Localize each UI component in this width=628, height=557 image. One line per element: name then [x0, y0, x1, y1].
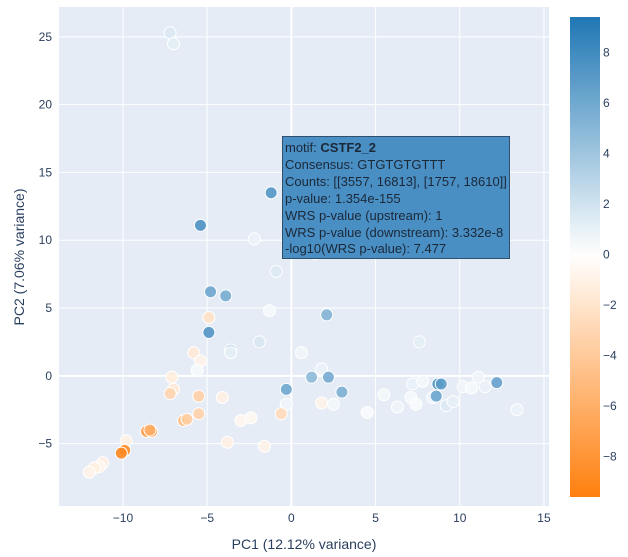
scatter-point[interactable]	[269, 264, 283, 278]
y-tick-label: 10	[39, 233, 53, 247]
x-axis-ticks: −10 −5 0 5 10 15	[113, 511, 551, 525]
scatter-point[interactable]	[165, 370, 179, 384]
hover-tooltip: motif: CSTF2_2 Consensus: GTGTGTGTTT Cou…	[282, 136, 510, 259]
scatter-point[interactable]	[360, 405, 374, 419]
scatter-point[interactable]	[264, 186, 278, 200]
scatter-points[interactable]	[82, 26, 524, 479]
scatter-point[interactable]	[114, 446, 128, 460]
tooltip-motif-row: motif: CSTF2_2	[285, 140, 507, 157]
scatter-point[interactable]	[412, 335, 426, 349]
scatter-point[interactable]	[202, 311, 216, 325]
x-tick-label: −5	[200, 511, 214, 525]
scatter-point[interactable]	[224, 346, 238, 360]
colorbar-tick-label: −8	[603, 450, 617, 464]
y-axis-title: PC2 (7.06% variance)	[11, 189, 27, 326]
scatter-point[interactable]	[220, 435, 234, 449]
colorbar-ticks: 8 6 4 2 0 −2 −4 −6 −8	[603, 45, 617, 463]
x-tick-label: 15	[537, 511, 551, 525]
colorbar-tick-label: 4	[603, 146, 610, 160]
y-tick-label: 20	[39, 98, 53, 112]
scatter-point[interactable]	[416, 374, 430, 388]
y-tick-label: 0	[45, 369, 52, 383]
scatter-point[interactable]	[321, 370, 335, 384]
colorbar-tick-label: 0	[603, 247, 610, 261]
tooltip-counts: Counts: [[3557, 16813], [1757, 18610]]	[285, 173, 507, 189]
colorbar-tick-label: −2	[603, 298, 617, 312]
scatter-point[interactable]	[335, 385, 349, 399]
scatter-point[interactable]	[202, 325, 216, 339]
scatter-point[interactable]	[193, 218, 207, 232]
colorbar-tick-label: −6	[603, 399, 617, 413]
x-tick-label: 10	[453, 511, 467, 525]
x-tick-label: 0	[288, 511, 295, 525]
scatter-point[interactable]	[192, 407, 206, 421]
tooltip-wrs-downstream: WRS p-value (downstream): 3.332e-8	[285, 224, 504, 240]
colorbar-tick-label: −4	[603, 349, 617, 363]
scatter-point[interactable]	[192, 389, 206, 403]
scatter-point[interactable]	[465, 381, 479, 395]
y-axis-ticks: −5 0 5 10 15 20 25	[38, 30, 52, 451]
tooltip-neg-log10: -log10(WRS p-value): 7.477	[285, 241, 447, 257]
scatter-point[interactable]	[471, 370, 485, 384]
colorbar-tick-label: 2	[603, 197, 610, 211]
scatter-point[interactable]	[446, 395, 460, 409]
y-tick-label: −5	[38, 437, 52, 451]
scatter-point[interactable]	[163, 26, 177, 40]
tooltip-motif-prefix: motif:	[285, 140, 321, 155]
scatter-point[interactable]	[252, 335, 266, 349]
scatter-point[interactable]	[315, 396, 329, 410]
scatter-point[interactable]	[294, 346, 308, 360]
colorbar-tick-label: 8	[603, 45, 610, 59]
scatter-point[interactable]	[490, 376, 504, 390]
scatter-point[interactable]	[409, 397, 423, 411]
scatter-point[interactable]	[163, 386, 177, 400]
scatter-point[interactable]	[429, 389, 443, 403]
tooltip-consensus: Consensus: GTGTGTGTTT	[285, 156, 446, 172]
scatter-point[interactable]	[377, 388, 391, 402]
scatter-point[interactable]	[510, 403, 524, 417]
y-tick-label: 15	[39, 165, 53, 179]
y-tick-label: 5	[45, 301, 52, 315]
scatter-point[interactable]	[219, 289, 233, 303]
scatter-point[interactable]	[143, 423, 157, 437]
scatter-point[interactable]	[326, 397, 340, 411]
scatter-point[interactable]	[180, 412, 194, 426]
scatter-point[interactable]	[204, 285, 218, 299]
tooltip-p-value: p-value: 1.354e-155	[285, 190, 401, 206]
scatter-point[interactable]	[257, 439, 271, 453]
scatter-point[interactable]	[320, 308, 334, 322]
scatter-point[interactable]	[279, 382, 293, 396]
scatter-point[interactable]	[215, 391, 229, 405]
x-tick-label: −10	[113, 511, 134, 525]
tooltip-motif-name: CSTF2_2	[320, 140, 377, 155]
y-tick-label: 25	[39, 30, 53, 44]
scatter-point[interactable]	[274, 407, 288, 421]
tooltip-wrs-upstream: WRS p-value (upstream): 1	[285, 207, 443, 223]
scatter-point[interactable]	[305, 370, 319, 384]
scatter-point[interactable]	[390, 400, 404, 414]
scatter-point[interactable]	[478, 380, 492, 394]
x-tick-label: 5	[372, 511, 379, 525]
scatter-point[interactable]	[167, 37, 181, 51]
scatter-point[interactable]	[82, 465, 96, 479]
scatter-point[interactable]	[262, 304, 276, 318]
scatter-point[interactable]	[190, 363, 204, 377]
colorbar-tick-label: 6	[603, 96, 610, 110]
scatter-point[interactable]	[244, 411, 258, 425]
scatter-point[interactable]	[434, 377, 448, 391]
scatter-point[interactable]	[247, 232, 261, 246]
x-axis-title: PC1 (12.12% variance)	[232, 536, 377, 552]
colorbar	[570, 17, 600, 497]
